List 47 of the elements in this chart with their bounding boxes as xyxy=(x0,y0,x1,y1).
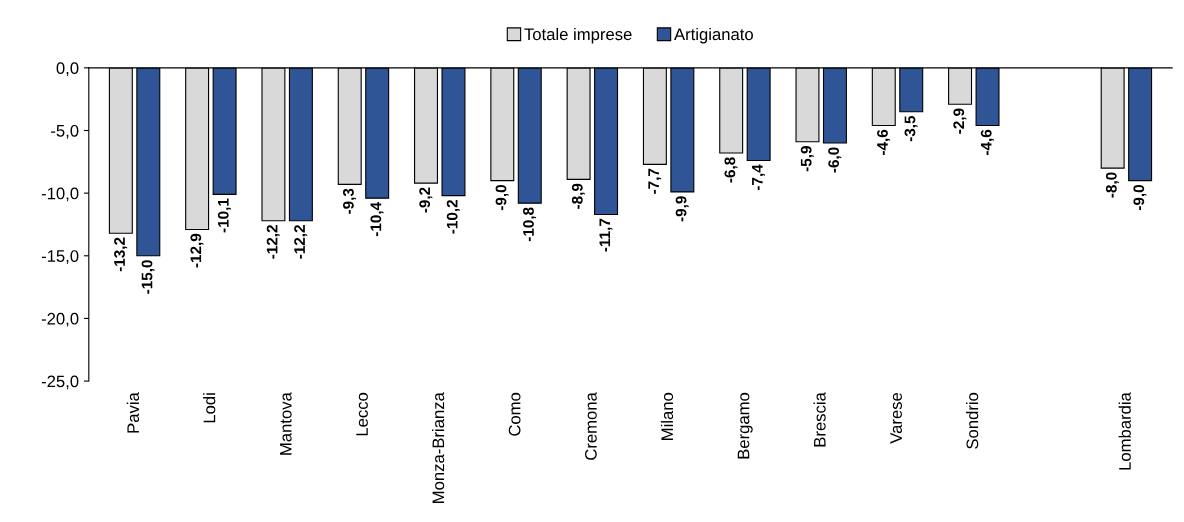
data-label: -13,2 xyxy=(114,237,128,272)
y-tick-label: -25,0 xyxy=(41,375,79,390)
data-label: -11,7 xyxy=(599,218,613,252)
x-tick-label: Como xyxy=(508,392,521,436)
x-tick-label: Pavia xyxy=(126,392,140,433)
data-label: -9,9 xyxy=(675,196,689,222)
data-label: -6,8 xyxy=(724,157,738,183)
data-label: -8,0 xyxy=(1105,172,1119,198)
data-label: -4,6 xyxy=(877,129,891,155)
x-tick-label: Varese xyxy=(890,392,902,444)
data-label: -4,6 xyxy=(980,129,994,155)
data-label: -9,0 xyxy=(495,184,509,211)
data-label: -3,5 xyxy=(904,115,918,142)
x-tick-label: Monza-Brianza xyxy=(431,392,445,503)
y-tick-label: -15,0 xyxy=(41,250,79,264)
data-label: -12,2 xyxy=(266,225,280,259)
x-tick-label: Sondrio xyxy=(966,392,979,449)
data-label: -6,0 xyxy=(828,147,842,173)
data-label: -7,7 xyxy=(648,168,662,194)
x-tick-label: Lecco xyxy=(356,392,368,436)
data-label: -10,4 xyxy=(370,201,384,237)
data-label: -9,2 xyxy=(419,187,433,213)
data-label: -8,9 xyxy=(571,183,585,209)
data-label: -5,9 xyxy=(800,146,814,172)
x-tick-label: Cremona xyxy=(585,392,597,460)
y-tick-label: 0,0 xyxy=(56,62,79,77)
y-tick-label: -5,0 xyxy=(51,124,79,139)
data-label: -9,0 xyxy=(1133,184,1147,211)
x-tick-label: Milano xyxy=(660,392,674,440)
y-tick-label: -20,0 xyxy=(41,312,79,327)
data-label: -10,8 xyxy=(523,207,537,242)
data-label: -12,2 xyxy=(294,225,308,259)
data-label: -15,0 xyxy=(141,260,155,294)
legend-label: Artigianato xyxy=(674,27,753,44)
data-label: -10,1 xyxy=(217,198,231,233)
x-tick-label: Mantova xyxy=(280,392,292,455)
x-tick-label: Lodi xyxy=(203,393,216,423)
x-tick-label: Lombardia xyxy=(1118,392,1131,470)
data-label: -7,4 xyxy=(752,164,765,191)
data-label: -10,2 xyxy=(446,200,460,234)
y-tick-label: -10,0 xyxy=(41,187,79,202)
x-tick-label: Bergamo xyxy=(737,392,753,459)
data-label: -12,9 xyxy=(190,233,204,268)
data-label: -9,3 xyxy=(343,188,357,214)
legend-label: Totale imprese xyxy=(524,27,632,44)
data-label: -2,9 xyxy=(953,108,967,134)
x-tick-label: Brescia xyxy=(813,392,826,447)
